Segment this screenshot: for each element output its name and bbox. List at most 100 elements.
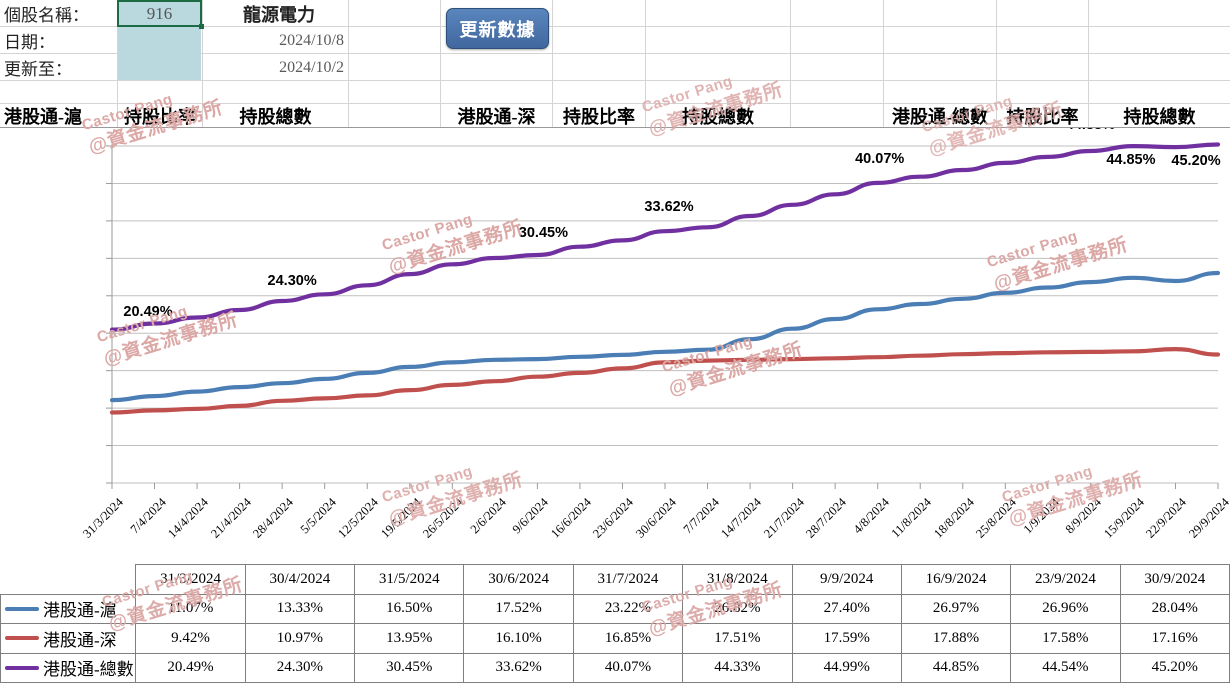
table-cell: 9.42% <box>135 623 246 654</box>
table-column-header: 30/4/2024 <box>244 564 356 595</box>
table-cell: 27.40% <box>791 593 902 624</box>
stock-title: 龍源電力 <box>243 4 315 25</box>
grid-hline <box>0 103 1230 104</box>
table-cell: 17.58% <box>1010 623 1121 654</box>
table-cell: 10.97% <box>244 623 356 654</box>
table-legend-cell: 港股通-總數 <box>0 652 137 683</box>
grid-vline <box>117 0 118 128</box>
grid-vline <box>645 0 646 128</box>
grid-vline <box>996 0 997 128</box>
table-cell: 45.20% <box>1119 652 1230 683</box>
updated-to-value: 2024/10/2 <box>279 58 344 76</box>
table-cell: 17.51% <box>682 623 793 654</box>
table-cell: 20.49% <box>135 652 246 683</box>
table-cell: 33.62% <box>463 652 574 683</box>
data-label: 44.33% <box>1066 128 1115 133</box>
legend-swatch-icon <box>5 665 39 670</box>
stock-code-cell[interactable]: 916 <box>117 0 202 27</box>
table-row: 港股通-滬 11.07% 13.33% 16.50% 17.52% 23.22% 26.82… <box>0 593 1230 624</box>
table-cell: 24.30% <box>244 652 356 683</box>
table-cell: 17.52% <box>463 593 574 624</box>
data-label: 20.49% <box>123 303 173 320</box>
col-header-all-total: 持股總數 <box>1123 107 1196 127</box>
table-cell: 30.45% <box>354 652 465 683</box>
grid-hline <box>0 26 1230 27</box>
table-column-header: 31/8/2024 <box>682 564 793 595</box>
data-label: 24.30% <box>267 273 317 290</box>
label-date: 日期： <box>4 33 55 52</box>
stock-connect-line-chart[interactable]: 0.00%5.00%10.00%15.00%20.00%25.00%30.00%… <box>0 127 1230 565</box>
col-header-hu-ratio: 持股比率 <box>124 107 196 127</box>
table-cell: 13.33% <box>244 593 356 624</box>
table-column-header: 31/5/2024 <box>354 564 465 595</box>
table-row: 港股通-深 9.42% 10.97% 13.95% 16.10% 16.85% 17.51%… <box>0 623 1230 654</box>
table-cell: 16.10% <box>463 623 574 654</box>
stock-code-value: 916 <box>146 3 173 23</box>
data-label: 30.45% <box>518 224 568 241</box>
col-header-all-ratio: 持股比率 <box>1006 107 1079 127</box>
table-row: 港股通-總數 20.49% 24.30% 30.45% 33.62% 40.07% 44.3… <box>0 652 1230 683</box>
col-header-hu-total: 持股總數 <box>239 107 312 127</box>
grid-vline <box>790 0 791 128</box>
table-column-header: 31/7/2024 <box>572 564 684 595</box>
table-column-header: 31/3/2024 <box>135 564 246 595</box>
table-cell: 13.95% <box>354 623 465 654</box>
table-cell: 44.54% <box>1010 652 1121 683</box>
grid-vline <box>883 0 884 128</box>
legend-label: 港股通-總數 <box>43 660 134 680</box>
table-cell: 17.88% <box>900 623 1012 654</box>
data-label: 44.85% <box>1106 152 1156 169</box>
grid-vline <box>202 0 203 128</box>
table-legend-cell: 港股通-滬 <box>0 593 137 624</box>
table-legend-cell: 港股通-深 <box>0 623 137 654</box>
table-header-row: 31/3/2024 30/4/2024 31/5/2024 30/6/2024 31/7… <box>1 564 1230 595</box>
table-cell: 17.59% <box>791 623 902 654</box>
table-cell: 26.96% <box>1010 593 1121 624</box>
col-header-sz-name: 港股通-深 <box>457 107 536 127</box>
spreadsheet-header: 個股名稱： 日期： 更新至： 916 龍源電力 2024/10/8 2024/1… <box>0 0 1230 128</box>
legend-swatch-icon <box>5 636 39 641</box>
fill-handle[interactable] <box>199 24 204 29</box>
table-cell: 17.16% <box>1119 623 1230 654</box>
table-cell: 40.07% <box>572 652 684 683</box>
legend-swatch-icon <box>5 606 39 611</box>
col-header-sz-ratio: 持股比率 <box>563 107 635 127</box>
col-header-all-name: 港股通-總數 <box>892 107 988 127</box>
grid-hline <box>0 80 1230 81</box>
table-corner-cell <box>1 565 136 595</box>
summary-data-table: 31/3/2024 30/4/2024 31/5/2024 30/6/2024 31/7… <box>0 564 1230 683</box>
grid-vline <box>440 0 441 128</box>
table-cell: 26.82% <box>682 593 793 624</box>
table-cell: 16.85% <box>572 623 684 654</box>
legend-label: 港股通-滬 <box>43 601 117 621</box>
table-cell: 44.99% <box>791 652 902 683</box>
label-stock-name: 個股名稱： <box>4 6 89 25</box>
grid-vline <box>1088 0 1089 128</box>
table-column-header: 23/9/2024 <box>1010 564 1121 595</box>
table-cell: 16.50% <box>354 593 465 624</box>
table-cell: 23.22% <box>572 593 684 624</box>
legend-label: 港股通-深 <box>43 630 117 650</box>
highlight-shade <box>118 27 201 80</box>
table-column-header: 30/9/2024 <box>1119 564 1230 595</box>
table-column-header: 30/6/2024 <box>463 564 574 595</box>
data-label: 45.20% <box>1171 152 1221 169</box>
table-cell: 44.33% <box>682 652 793 683</box>
date-value: 2024/10/8 <box>279 31 344 49</box>
table-column-header: 16/9/2024 <box>900 564 1012 595</box>
table-cell: 28.04% <box>1119 593 1230 624</box>
table-column-header: 9/9/2024 <box>791 564 902 595</box>
grid-hline <box>0 53 1230 54</box>
label-updated-to: 更新至： <box>4 60 72 79</box>
table-cell: 26.97% <box>900 593 1012 624</box>
table-cell: 44.85% <box>900 652 1012 683</box>
table-cell: 11.07% <box>135 593 246 624</box>
col-header-hu-name: 港股通-滬 <box>4 107 82 127</box>
col-header-sz-total: 持股總數 <box>682 107 754 127</box>
grid-vline <box>348 0 349 128</box>
data-label: 33.62% <box>644 199 694 216</box>
chart-plot-area <box>106 140 1221 489</box>
data-label: 40.07% <box>855 150 905 167</box>
update-data-button[interactable]: 更新數據 <box>446 8 549 49</box>
grid-vline <box>552 0 553 128</box>
